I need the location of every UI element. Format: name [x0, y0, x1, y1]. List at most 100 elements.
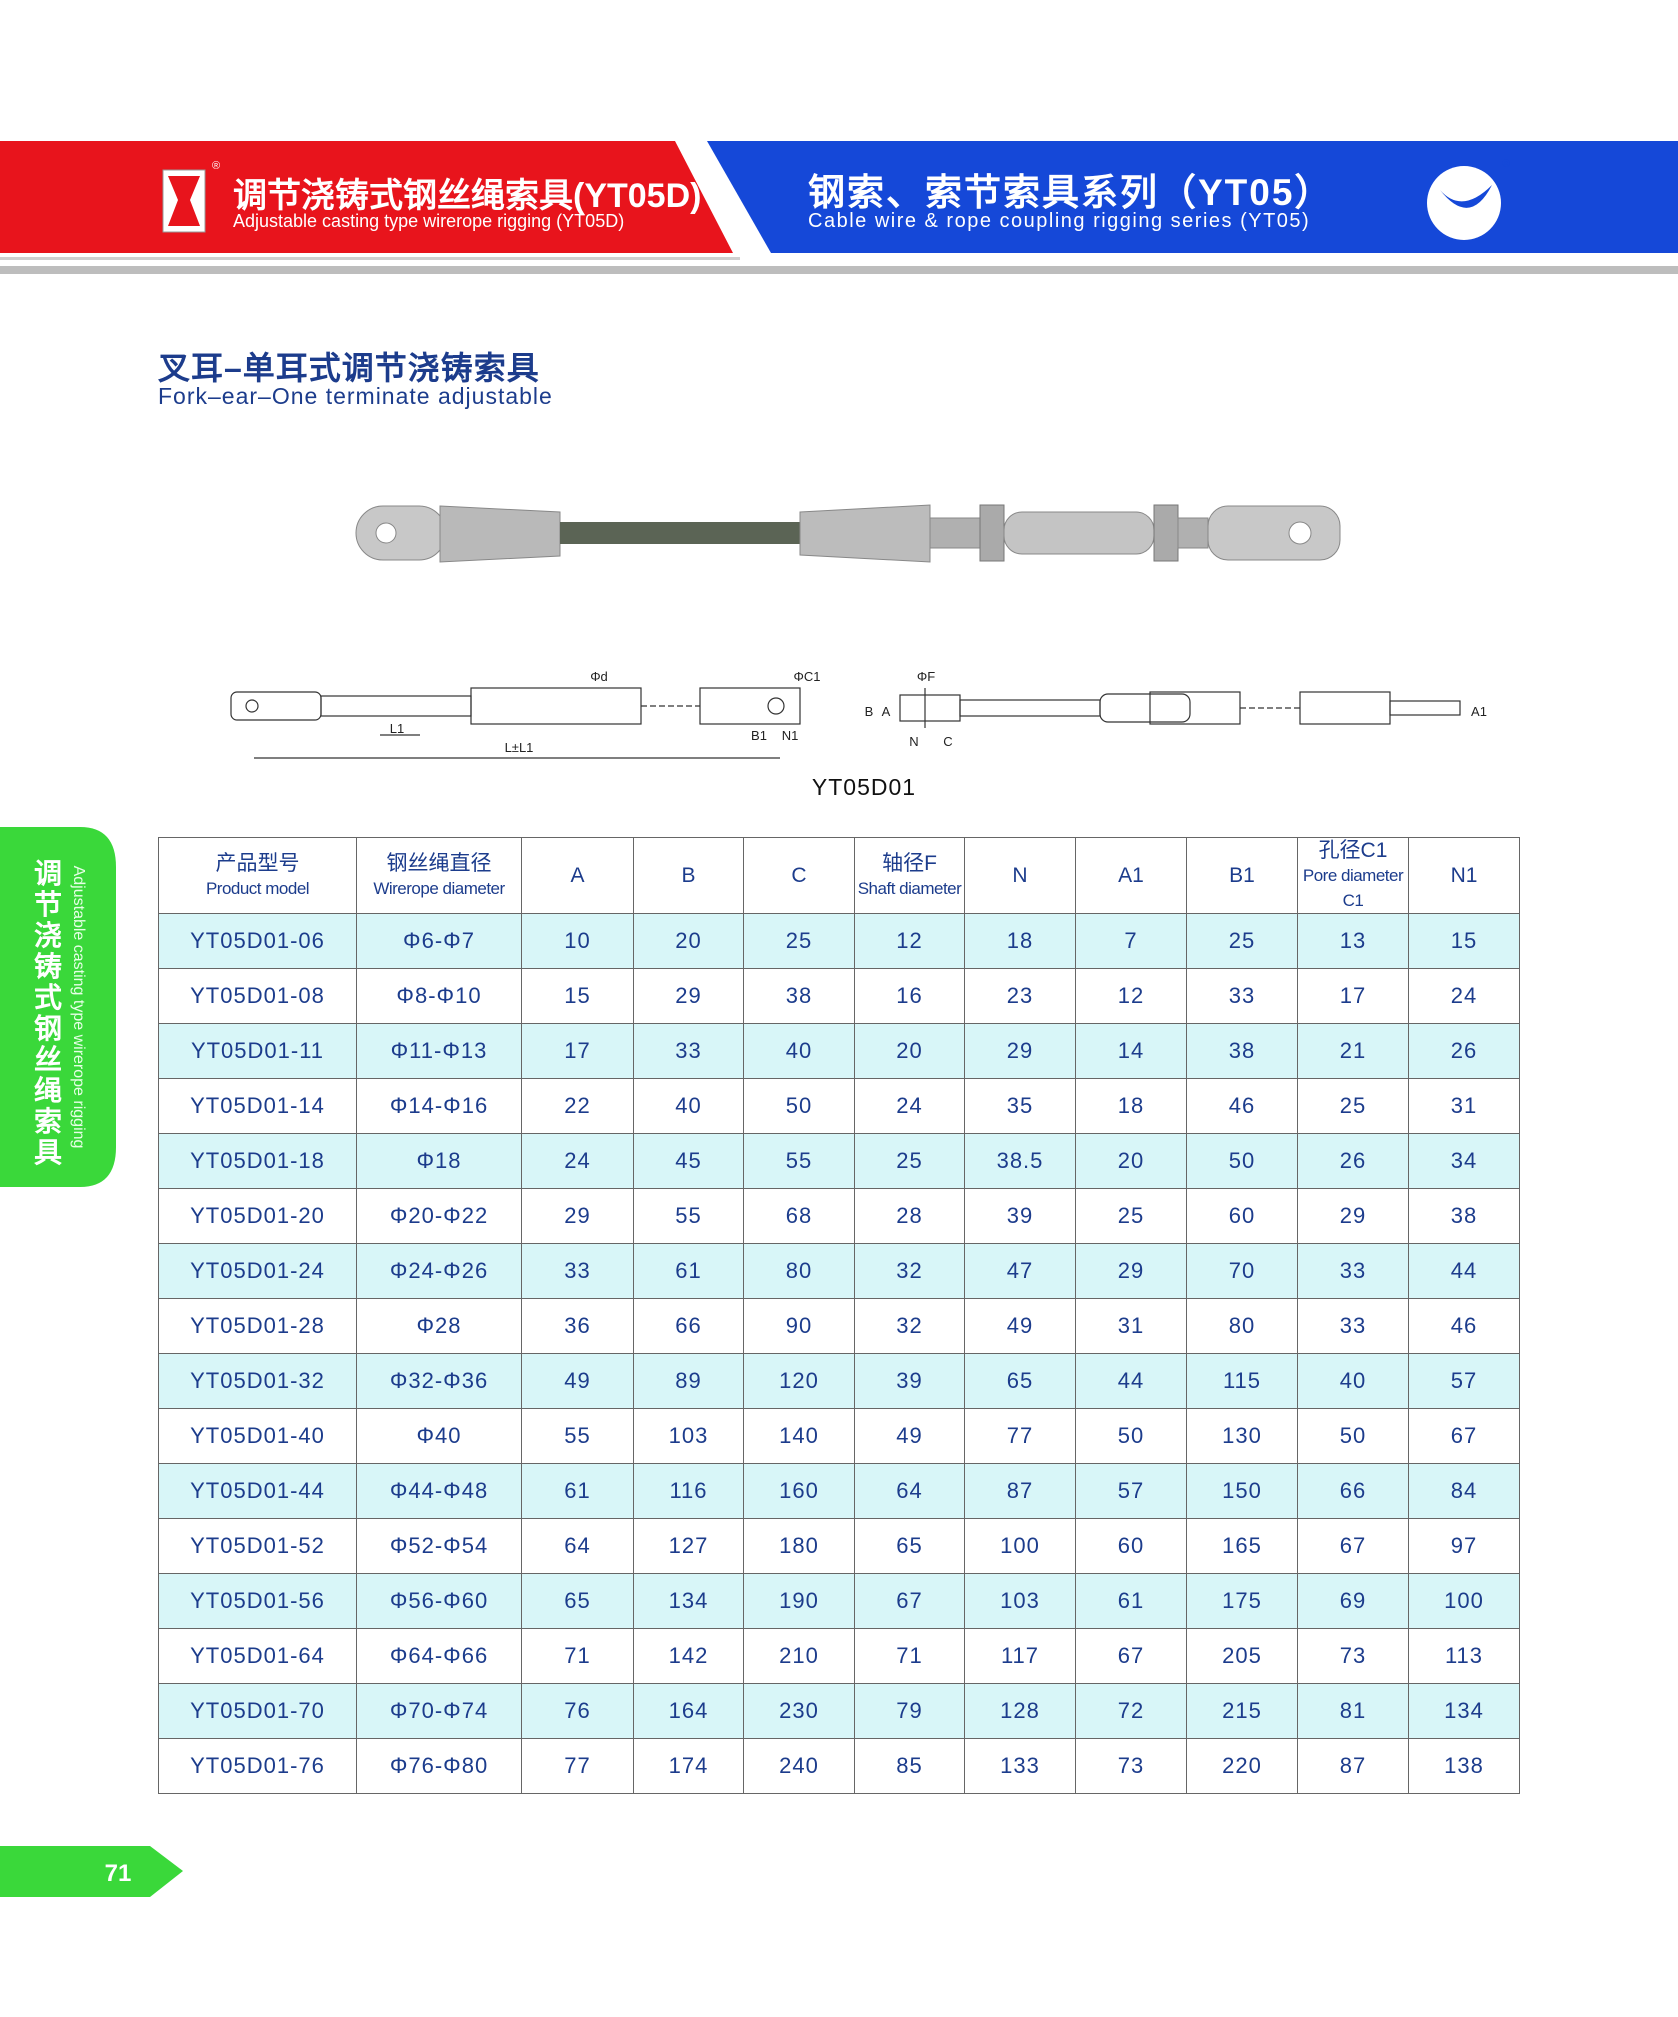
table-cell: 160 — [743, 1463, 855, 1519]
table-cell: 90 — [743, 1298, 855, 1354]
table-row: YT05D01-40 Φ40 55 103 140 49 77 50 130 50 67 — [158, 1408, 1520, 1464]
table-cell: 25 — [1297, 1078, 1409, 1134]
table-cell: 130 — [1186, 1408, 1298, 1464]
column-header: A — [521, 837, 634, 914]
left-annotations: Φd ΦC1 L1 L±L1 B1 N1 — [390, 669, 821, 755]
table-cell: 34 — [1408, 1133, 1520, 1189]
table-cell: YT05D01-11 — [158, 1023, 357, 1079]
table-cell: 35 — [964, 1078, 1076, 1134]
table-cell: YT05D01-20 — [158, 1188, 357, 1244]
right-logo — [1427, 166, 1501, 240]
table-cell: Φ52-Φ54 — [356, 1518, 522, 1574]
table-cell: 115 — [1186, 1353, 1298, 1409]
table-cell: 36 — [521, 1298, 634, 1354]
table-row: YT05D01-76 Φ76-Φ80 77 174 240 85 133 73 220 87 138 — [158, 1738, 1520, 1794]
table-cell: Φ24-Φ26 — [356, 1243, 522, 1299]
table-cell: 49 — [521, 1353, 634, 1409]
table-cell: 32 — [854, 1243, 965, 1299]
table-cell: 12 — [1075, 968, 1187, 1024]
table-cell: 210 — [743, 1628, 855, 1684]
column-header-cn: N1 — [1450, 864, 1478, 887]
table-cell: 68 — [743, 1188, 855, 1244]
table-cell: YT05D01-52 — [158, 1518, 357, 1574]
table-cell: YT05D01-18 — [158, 1133, 357, 1189]
table-cell: 116 — [633, 1463, 744, 1519]
table-cell: YT05D01-76 — [158, 1738, 357, 1794]
table-cell: 23 — [964, 968, 1076, 1024]
table-cell: 67 — [1297, 1518, 1409, 1574]
annotation: ΦC1 — [794, 669, 821, 684]
right-drawing — [899, 688, 1461, 728]
table-cell: 33 — [1297, 1298, 1409, 1354]
table-cell: 10 — [521, 913, 634, 969]
table-cell: 45 — [633, 1133, 744, 1189]
table-cell: 128 — [964, 1683, 1076, 1739]
annotation: A — [882, 704, 891, 719]
table-row: YT05D01-64 Φ64-Φ66 71 142 210 71 117 67 205 73 113 — [158, 1628, 1520, 1684]
table-cell: 79 — [854, 1683, 965, 1739]
table-cell: 117 — [964, 1628, 1076, 1684]
table-cell: 22 — [521, 1078, 634, 1134]
table-cell: 71 — [854, 1628, 965, 1684]
table-cell: 142 — [633, 1628, 744, 1684]
page-tab — [0, 1846, 183, 1897]
table-cell: 72 — [1075, 1683, 1187, 1739]
table-row: YT05D01-14 Φ14-Φ16 22 40 50 24 35 18 46 25 31 — [158, 1078, 1520, 1134]
table-cell: 140 — [743, 1408, 855, 1464]
table-cell: 190 — [743, 1573, 855, 1629]
table-cell: 77 — [521, 1738, 634, 1794]
table-cell: 165 — [1186, 1518, 1298, 1574]
table-cell: 120 — [743, 1353, 855, 1409]
table-cell: 24 — [1408, 968, 1520, 1024]
right-subtitle: Cable wire & rope coupling rigging serie… — [808, 210, 1311, 232]
table-cell: 61 — [633, 1243, 744, 1299]
table-cell: 220 — [1186, 1738, 1298, 1794]
table-cell: 50 — [1186, 1133, 1298, 1189]
registered-mark: ® — [1502, 158, 1511, 170]
table-cell: 15 — [1408, 913, 1520, 969]
annotation: Φd — [590, 669, 608, 684]
table-cell: 65 — [521, 1573, 634, 1629]
table-cell: 40 — [633, 1078, 744, 1134]
annotation: C — [943, 734, 952, 749]
product-photo — [355, 504, 1341, 563]
table-cell: YT05D01-44 — [158, 1463, 357, 1519]
annotation: ΦF — [917, 669, 935, 684]
table-row: YT05D01-52 Φ52-Φ54 64 127 180 65 100 60 165 67 97 — [158, 1518, 1520, 1574]
column-header-cn: B — [681, 864, 696, 887]
table-cell: YT05D01-70 — [158, 1683, 357, 1739]
table-row: YT05D01-06 Φ6-Φ7 10 20 25 12 18 7 25 13 15 — [158, 913, 1520, 969]
side-tab-cn: 调节浇铸式钢丝绳索具 — [33, 858, 62, 1168]
table-cell: 33 — [1186, 968, 1298, 1024]
table-cell: 150 — [1186, 1463, 1298, 1519]
table-cell: Φ11-Φ13 — [356, 1023, 522, 1079]
table-cell: 64 — [854, 1463, 965, 1519]
table-cell: 76 — [521, 1683, 634, 1739]
section-subtitle: Fork–ear–One terminate adjustable — [158, 383, 553, 409]
table-cell: 57 — [1408, 1353, 1520, 1409]
table-cell: 46 — [1186, 1078, 1298, 1134]
table-cell: 29 — [633, 968, 744, 1024]
table-cell: 29 — [1297, 1188, 1409, 1244]
annotation: B — [865, 704, 874, 719]
table-cell: 67 — [1408, 1408, 1520, 1464]
table-cell: 134 — [633, 1573, 744, 1629]
column-header: N1 — [1408, 837, 1520, 914]
annotation: A1 — [1471, 704, 1487, 719]
annotation: B1 — [751, 728, 767, 743]
table-cell: 17 — [1297, 968, 1409, 1024]
page-number: 71 — [105, 1860, 132, 1887]
table-row: YT05D01-08 Φ8-Φ10 15 29 38 16 23 12 33 17 24 — [158, 968, 1520, 1024]
table-cell: 18 — [1075, 1078, 1187, 1134]
side-tab — [0, 827, 116, 1187]
table-cell: 205 — [1186, 1628, 1298, 1684]
table-cell: 66 — [633, 1298, 744, 1354]
table-cell: 65 — [964, 1353, 1076, 1409]
table-cell: 103 — [633, 1408, 744, 1464]
table-cell: 55 — [743, 1133, 855, 1189]
table-cell: 66 — [1297, 1463, 1409, 1519]
table-cell: 100 — [1408, 1573, 1520, 1629]
left-logo — [162, 169, 206, 233]
table-cell: Φ20-Φ22 — [356, 1188, 522, 1244]
table-cell: Φ70-Φ74 — [356, 1683, 522, 1739]
